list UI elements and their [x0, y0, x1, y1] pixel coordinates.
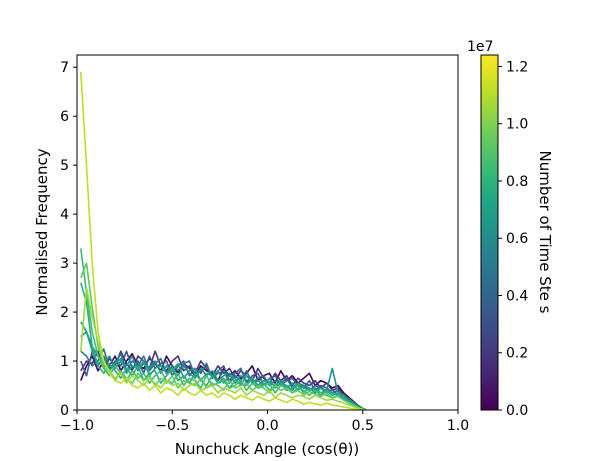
- y-tick-label: 0: [60, 403, 69, 419]
- x-tick-label: 1.0: [447, 418, 469, 434]
- colorbar-tick-label: 0.4: [506, 288, 528, 304]
- colorbar-label: Number of Time Ste s: [536, 151, 554, 314]
- colorbar: [480, 54, 499, 411]
- colorbar-tick-label: 1.2: [506, 59, 528, 75]
- colorbar-tick-label: 1.0: [506, 117, 528, 133]
- colorbar-tick-label: 0.2: [506, 346, 528, 362]
- colorbar-tick-label: 0.6: [506, 231, 528, 247]
- y-tick-label: 2: [60, 305, 69, 321]
- y-tick-label: 5: [60, 158, 69, 174]
- x-tick-label: 0.5: [352, 418, 374, 434]
- x-axis: −1.0 −0.5 0.0 0.5 1.0: [60, 410, 469, 434]
- x-tick-label: 0.0: [256, 418, 278, 434]
- y-tick-label: 3: [60, 256, 69, 272]
- colorbar-axis: 0.0 0.2 0.4 0.6 0.8 1.0 1.2: [498, 59, 528, 419]
- x-tick-label: −0.5: [155, 418, 189, 434]
- y-tick-label: 7: [60, 60, 69, 76]
- series-line-5: [80, 321, 367, 410]
- colorbar-offset-text: 1e7: [467, 39, 493, 55]
- series-line-3: [80, 348, 367, 410]
- y-axis-label: Normalised Frequency: [33, 148, 51, 315]
- colorbar-tick-label: 0.8: [506, 174, 528, 190]
- series-line-10: [80, 72, 367, 410]
- plot-area: [77, 55, 458, 410]
- series-line-4: [80, 330, 367, 410]
- x-tick-label: −1.0: [60, 418, 94, 434]
- series-line-9: [80, 286, 367, 410]
- x-axis-label: Nunchuck Angle (cos(θ)): [175, 440, 359, 458]
- y-tick-label: 4: [60, 207, 69, 223]
- y-axis: 0 1 2 3 4 5 6 7: [60, 60, 77, 419]
- y-tick-label: 6: [60, 109, 69, 125]
- colorbar-tick-label: 0.0: [506, 403, 528, 419]
- y-tick-label: 1: [60, 354, 69, 370]
- series-lines: [80, 72, 367, 410]
